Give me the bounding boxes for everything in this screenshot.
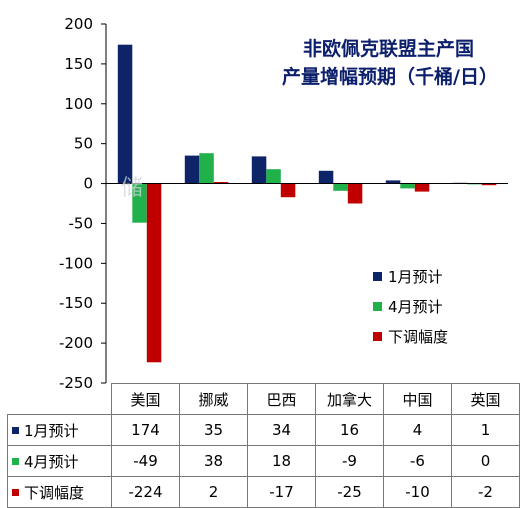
- bar: [385, 180, 401, 184]
- table-cell: 35: [179, 414, 248, 446]
- y-tick-label: 200: [64, 15, 93, 33]
- legend-item-series-3: 下调幅度: [373, 326, 448, 347]
- legend-item-series-1: 1月预计: [373, 266, 443, 287]
- chart-title-line2: 产量增幅预期（千桶/日）: [282, 66, 498, 88]
- bar: [184, 155, 200, 184]
- table-cell: -17: [247, 476, 316, 508]
- bar: [414, 183, 430, 192]
- bar: [318, 170, 334, 184]
- table-cell: 34: [247, 414, 316, 446]
- legend-swatch-series-1: [373, 272, 382, 281]
- y-tick-label: -100: [59, 254, 93, 272]
- table-cell: 2: [179, 476, 248, 508]
- y-tick-label: -250: [59, 374, 93, 392]
- table-cell: -9: [315, 445, 384, 477]
- legend-label-series-3: 下调幅度: [388, 328, 449, 346]
- table-corner: [8, 384, 112, 415]
- table-cell: 38: [179, 445, 248, 477]
- bar: [333, 183, 348, 191]
- y-tick-label: -150: [59, 294, 93, 312]
- bar: [146, 183, 162, 363]
- y-tick-label: 100: [64, 95, 93, 113]
- table-row-series-2: 4月预计 -49 38 18 -9 -6 0: [7, 445, 520, 477]
- table-col-header: 巴西: [247, 383, 316, 415]
- bar: [266, 169, 281, 184]
- bar: [280, 183, 296, 198]
- y-tick-label: -50: [69, 214, 94, 232]
- y-tick-label: 0: [83, 175, 93, 193]
- table-cell: -6: [383, 445, 452, 477]
- table-cell: -49: [111, 445, 180, 477]
- table-cell: 18: [247, 445, 316, 477]
- y-tick-label: 150: [64, 55, 93, 73]
- table-cell: 1: [451, 414, 520, 446]
- table-swatch: [12, 457, 19, 465]
- table-row-label: 1月预计: [24, 421, 79, 440]
- table-col-header: 英国: [451, 383, 520, 415]
- table-col-header: 美国: [111, 383, 180, 415]
- table-swatch: [12, 488, 19, 496]
- table-cell: -224: [111, 476, 180, 508]
- y-tick-label: 50: [74, 135, 93, 153]
- bar: [251, 156, 267, 184]
- table-cell: 0: [451, 445, 520, 477]
- table-row-series-1: 1月预计 174 35 34 16 4 1: [7, 414, 520, 446]
- watermark-glyph: 储: [121, 176, 144, 201]
- table-row-label: 下调幅度: [24, 483, 85, 502]
- table-col-header: 挪威: [179, 383, 248, 415]
- bar: [400, 183, 415, 189]
- bar: [213, 182, 229, 184]
- table-col-header: 中国: [383, 383, 452, 415]
- y-tick-label: -200: [59, 334, 93, 352]
- bar: [132, 183, 147, 223]
- legend-item-series-2: 4月预计: [373, 296, 443, 317]
- table-row-header: 下调幅度: [7, 476, 112, 508]
- table-header-row: 美国 挪威 巴西 加拿大 中国 英国: [8, 383, 520, 415]
- table-cell: 174: [111, 414, 180, 446]
- data-table: 美国 挪威 巴西 加拿大 中国 英国 1月预计 174 35 34 16 4 1…: [7, 383, 520, 508]
- table-row-header: 1月预计: [7, 414, 112, 446]
- table-cell: -25: [315, 476, 384, 508]
- legend-label-series-2: 4月预计: [388, 298, 443, 316]
- table-col-header: 加拿大: [315, 383, 384, 415]
- bar: [199, 153, 214, 184]
- legend-swatch-series-2: [373, 302, 382, 311]
- bar: [481, 183, 497, 186]
- table-cell: 16: [315, 414, 384, 446]
- table-cell: 4: [383, 414, 452, 446]
- table-swatch: [12, 426, 19, 434]
- bar: [347, 183, 363, 204]
- table-row-label: 4月预计: [24, 452, 79, 471]
- table-row-header: 4月预计: [7, 445, 112, 477]
- table-cell: -2: [451, 476, 520, 508]
- chart-title-line1: 非欧佩克联盟主产国: [302, 38, 474, 60]
- legend-label-series-1: 1月预计: [388, 268, 443, 286]
- table-cell: -10: [383, 476, 452, 508]
- bar: [117, 44, 133, 184]
- table-row-series-3: 下调幅度 -224 2 -17 -25 -10 -2: [7, 476, 520, 508]
- legend-swatch-series-3: [373, 332, 382, 341]
